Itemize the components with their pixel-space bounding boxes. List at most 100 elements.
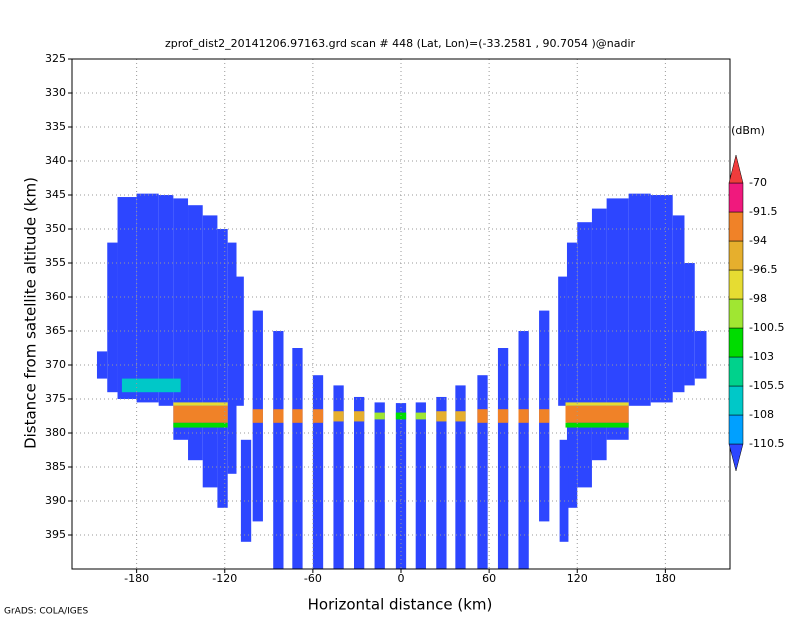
- chart-title: zprof_dist2_20141206.97163.grd scan # 44…: [165, 37, 636, 50]
- y-tick-label: 365: [45, 324, 66, 337]
- x-tick-label: 180: [655, 572, 676, 585]
- field-cell: [415, 402, 426, 569]
- colorbar-triangle: [728, 443, 744, 472]
- field-cell: [577, 222, 592, 488]
- field: [96, 193, 707, 569]
- y-tick-label: 335: [45, 120, 66, 133]
- y-tick-label: 355: [45, 256, 66, 269]
- field-cell: [684, 263, 695, 386]
- x-tick-label: 120: [567, 572, 588, 585]
- field-cell: [566, 242, 578, 508]
- field-cell: [650, 195, 673, 403]
- field-cell: [455, 411, 466, 422]
- field-cell: [565, 402, 629, 406]
- field-cell: [273, 331, 284, 569]
- field-cell: [455, 385, 466, 569]
- field-cell: [606, 198, 629, 440]
- colorbar-swatch: [728, 182, 744, 213]
- colorbar-label: -105.5: [749, 379, 784, 392]
- x-tick-label: 0: [398, 572, 405, 585]
- field-cell: [240, 439, 252, 542]
- colorbar-label: -100.5: [749, 321, 784, 334]
- y-tick-label: 390: [45, 494, 66, 507]
- colorbar-swatch: [728, 269, 744, 300]
- x-tick-label: 60: [482, 572, 496, 585]
- field-cell: [136, 193, 159, 403]
- field-cell: [333, 411, 344, 422]
- y-axis-label: Distance from satellite altitude (km): [22, 177, 40, 449]
- colorbar-swatch: [728, 211, 744, 242]
- field-cell: [518, 331, 529, 569]
- field-cell: [252, 409, 263, 423]
- footer: GrADS: COLA/IGES: [4, 607, 88, 617]
- field-cell: [173, 422, 228, 428]
- field-cell: [395, 403, 407, 569]
- y-tick-label: 380: [45, 426, 66, 439]
- colorbar-swatch: [728, 240, 744, 271]
- x-axis-label: Horizontal distance (km): [308, 596, 493, 614]
- field-cell: [312, 375, 324, 569]
- colorbar-label: -98: [749, 292, 767, 305]
- y-tick-label: 340: [45, 154, 66, 167]
- colorbar-label: -96.5: [749, 263, 777, 276]
- field-cell: [158, 195, 174, 406]
- field-cell: [121, 378, 181, 393]
- y-tick-label: 375: [45, 392, 66, 405]
- field-cell: [497, 409, 509, 423]
- y-tick-label: 385: [45, 460, 66, 473]
- field-cell: [292, 409, 303, 423]
- y-tick-label: 330: [45, 86, 66, 99]
- colorbar-swatch: [728, 298, 744, 329]
- field-cell: [217, 229, 228, 508]
- x-tick-label: -180: [124, 572, 149, 585]
- field-cell: [227, 242, 237, 474]
- colorbar-title: (dBm): [731, 124, 765, 137]
- field-cell: [374, 412, 385, 420]
- field-cell: [565, 422, 629, 428]
- axes: -180 -120 -60 0 60 120 180 325 330 335 340 345 350 35…: [45, 52, 784, 585]
- y-tick-label: 395: [45, 528, 66, 541]
- field-cell: [333, 385, 344, 569]
- colorbar-swatch: [728, 327, 744, 358]
- field-cell: [117, 197, 137, 399]
- field-cell: [591, 208, 607, 461]
- field-cell: [565, 405, 629, 423]
- field-cell: [236, 276, 244, 406]
- colorbar-label: -108: [749, 408, 774, 421]
- field-cell: [518, 409, 529, 423]
- colorbar-triangle: [728, 154, 744, 184]
- field-cell: [374, 402, 385, 569]
- field-cell: [188, 205, 203, 461]
- field-cell: [558, 276, 567, 406]
- field-cell: [292, 348, 303, 569]
- colorbar-label: -70: [749, 176, 767, 189]
- field-cell: [173, 405, 228, 423]
- field-cell: [415, 412, 426, 420]
- field-cell: [354, 396, 365, 569]
- field-cell: [477, 409, 488, 423]
- y-tick-label: 350: [45, 222, 66, 235]
- field-cell: [173, 402, 228, 406]
- colorbar-swatch: [728, 385, 744, 416]
- field-cell: [628, 193, 651, 406]
- y-tick-label: 325: [45, 52, 66, 65]
- field-cell: [694, 331, 707, 379]
- field-cell: [672, 215, 685, 393]
- colorbar-label: -103: [749, 350, 774, 363]
- colorbar-swatch: [728, 414, 744, 445]
- field-cell: [202, 215, 218, 488]
- field-cell: [273, 409, 284, 423]
- colorbar-label: -110.5: [749, 437, 784, 450]
- field-cell: [107, 242, 118, 393]
- x-tick-label: -120: [212, 572, 237, 585]
- field-cell: [497, 348, 509, 569]
- field-cell: [539, 409, 550, 423]
- field-cell: [477, 375, 488, 569]
- field-cell: [354, 411, 365, 422]
- colorbar-swatch: [728, 356, 744, 387]
- x-tick-label: -60: [304, 572, 322, 585]
- field-cell: [96, 351, 108, 379]
- field-cell: [436, 411, 447, 422]
